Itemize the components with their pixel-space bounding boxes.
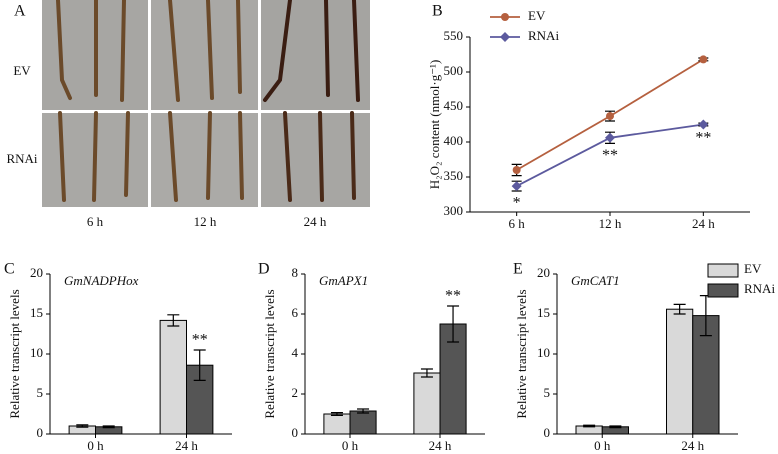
panel-a-photos [42,0,370,207]
x-tick-label: 24 h [429,438,452,453]
panel-label: A [14,3,26,20]
legend-label: RNAi [744,281,775,296]
annotation: ** [602,147,618,164]
panel-label: C [4,261,15,278]
error-bar [76,424,89,428]
y-tick-label: 8 [292,265,299,280]
y-tick-label: 400 [444,133,464,148]
chart-title: GmCAT1 [571,273,620,288]
y-axis-label: Relative transcript levels [262,289,277,418]
error-bar [193,349,206,381]
panel-label: B [432,3,443,20]
legend-label: EV [744,261,762,276]
y-tick-label: 5 [544,385,551,400]
error-bar [167,314,180,327]
photo [151,0,258,110]
annotation: ** [192,332,208,349]
point [605,132,615,143]
bar [159,319,187,435]
y-tick-label: 550 [444,28,464,43]
annotation: * [513,195,521,212]
column-label: 12 h [194,214,217,229]
y-axis-label: Relative transcript levels [514,289,529,418]
error-bar [330,412,343,416]
legend-label: EV [528,8,546,23]
legend-swatch [707,263,739,278]
error-bar [420,368,433,378]
x-tick-label: 0 h [342,438,359,453]
y-tick-label: 500 [444,63,464,78]
y-tick-label: 0 [544,425,551,440]
error-bar [357,408,370,414]
point [698,119,709,130]
column-label: 24 h [304,214,327,229]
point [699,55,708,64]
point [606,112,614,121]
column-label: 6 h [87,214,104,229]
annotation: ** [695,130,711,147]
annotation: ** [445,288,461,305]
y-tick-label: 15 [537,305,550,320]
y-tick-label: 10 [30,345,43,360]
x-tick-label: 6 h [509,216,526,231]
y-tick-label: 4 [292,345,299,360]
legend-swatch [707,283,739,298]
error-bar [102,425,115,429]
y-axis-label: Relative transcript levels [7,289,22,418]
panel-label: E [513,261,523,278]
y-tick-label: 5 [37,385,44,400]
row-label: RNAi [6,151,37,166]
y-tick-label: 2 [292,385,299,400]
y-tick-label: 300 [444,203,464,218]
bar [666,308,694,435]
bar [349,410,377,435]
photo [261,0,370,110]
x-tick-label: 0 h [594,438,611,453]
error-bar [673,303,686,315]
point [512,166,521,174]
y-tick-label: 6 [292,305,299,320]
x-tick-label: 24 h [175,438,198,453]
legend-marker [501,13,509,21]
legend-label: RNAi [528,28,559,43]
y-tick-label: 10 [537,345,550,360]
panel-label: D [258,261,270,278]
y-tick-label: 15 [30,305,43,320]
chart-title: GmAPX1 [319,273,368,288]
error-bar [583,424,596,428]
y-tick-label: 0 [37,425,44,440]
error-bar [609,425,622,429]
row-label: EV [13,63,31,78]
chart-title: GmNADPHox [64,273,139,288]
legend-marker [500,32,510,42]
x-tick-label: 0 h [87,438,104,453]
x-tick-label: 24 h [692,216,715,231]
y-tick-label: 350 [444,168,464,183]
y-axis-label: H₂O₂ content (nmol·g⁻¹) [427,60,442,190]
roots [56,0,360,202]
point [511,181,522,192]
y-tick-label: 20 [537,265,550,280]
x-tick-label: 12 h [599,216,622,231]
y-tick-label: 20 [30,265,43,280]
y-tick-label: 450 [444,98,464,113]
bar [413,372,441,435]
x-tick-label: 24 h [681,438,704,453]
bar [323,413,351,435]
y-tick-label: 0 [292,425,299,440]
error-bar [447,305,460,343]
